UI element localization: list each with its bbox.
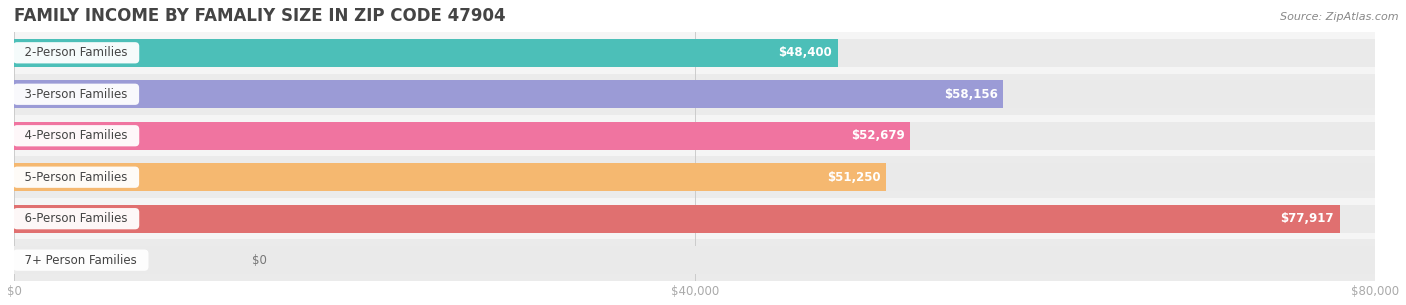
Text: $58,156: $58,156	[945, 88, 998, 101]
Text: 2-Person Families: 2-Person Families	[17, 46, 135, 59]
Bar	[14, 115, 1375, 156]
Text: Source: ZipAtlas.com: Source: ZipAtlas.com	[1281, 12, 1399, 22]
Bar	[14, 39, 838, 67]
Text: 7+ Person Families: 7+ Person Families	[17, 254, 145, 267]
Bar	[14, 205, 1340, 233]
Text: $77,917: $77,917	[1281, 212, 1334, 225]
Bar	[14, 32, 1375, 74]
Bar	[14, 80, 1004, 108]
Bar	[14, 80, 1375, 108]
Bar	[14, 163, 886, 191]
Bar	[14, 246, 1375, 274]
Text: 5-Person Families: 5-Person Families	[17, 171, 135, 184]
Bar	[14, 122, 1375, 150]
Text: $48,400: $48,400	[779, 46, 832, 59]
Text: 6-Person Families: 6-Person Families	[17, 212, 135, 225]
Text: $52,679: $52,679	[851, 129, 905, 142]
Text: $0: $0	[253, 254, 267, 267]
Bar	[14, 205, 1375, 233]
Bar	[14, 156, 1375, 198]
Text: 4-Person Families: 4-Person Families	[17, 129, 135, 142]
Text: FAMILY INCOME BY FAMALIY SIZE IN ZIP CODE 47904: FAMILY INCOME BY FAMALIY SIZE IN ZIP COD…	[14, 7, 506, 25]
Text: 3-Person Families: 3-Person Families	[17, 88, 135, 101]
Bar	[14, 74, 1375, 115]
Bar	[14, 163, 1375, 191]
Bar	[14, 39, 1375, 67]
Bar	[14, 198, 1375, 239]
Bar	[14, 239, 1375, 281]
Bar	[14, 122, 910, 150]
Text: $51,250: $51,250	[827, 171, 880, 184]
